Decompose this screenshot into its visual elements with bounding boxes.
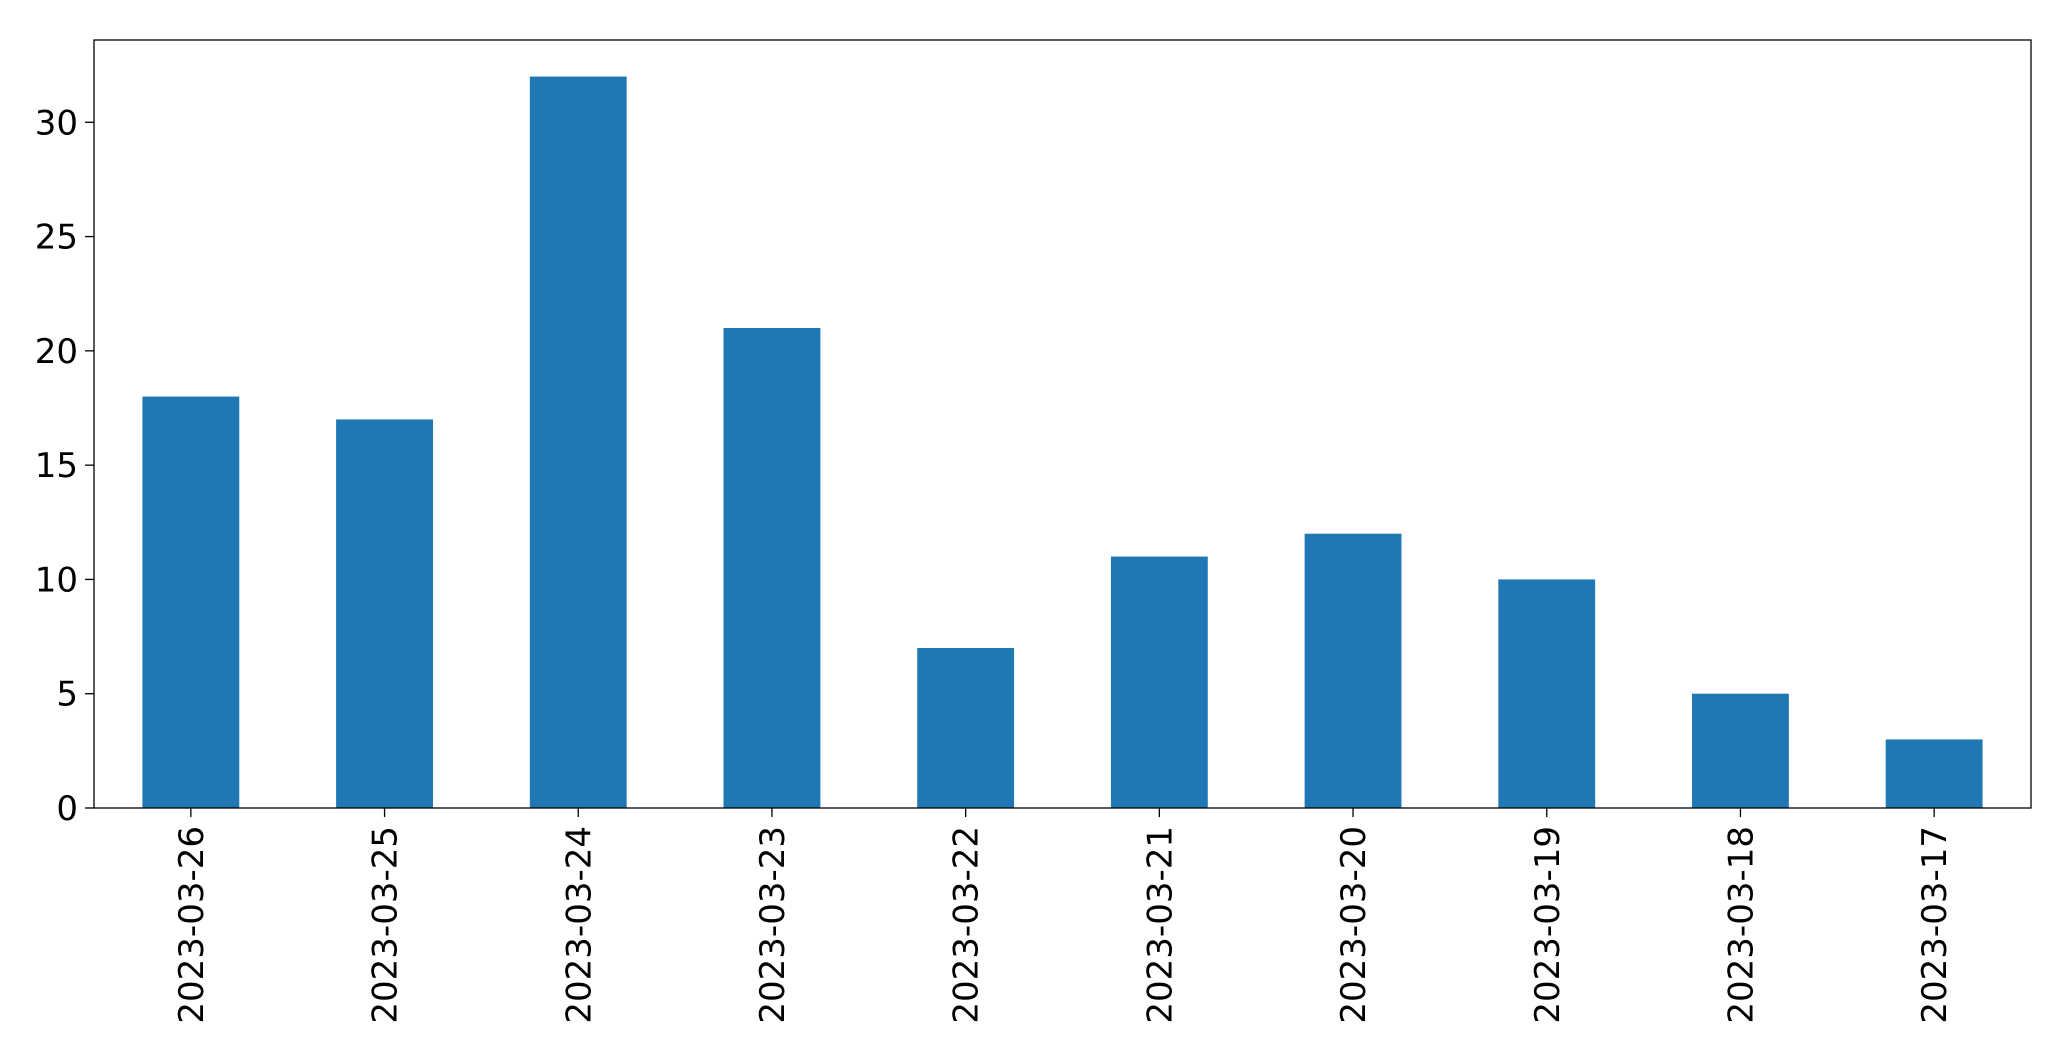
y-tick-label: 20 <box>35 332 78 372</box>
bar <box>1498 579 1596 808</box>
bar <box>142 396 240 808</box>
bar <box>1110 556 1208 808</box>
bar <box>1304 533 1402 808</box>
x-tick-label: 2023-03-24 <box>559 826 599 1024</box>
x-tick-label: 2023-03-25 <box>366 826 406 1024</box>
x-tick-label: 2023-03-19 <box>1528 826 1568 1024</box>
y-tick-label: 0 <box>56 789 78 829</box>
bar <box>529 76 627 809</box>
bar <box>336 419 433 808</box>
bar <box>1885 739 1983 808</box>
x-tick-label: 2023-03-18 <box>1721 826 1761 1024</box>
x-tick-label: 2023-03-26 <box>172 826 212 1024</box>
y-tick-label: 25 <box>35 218 78 258</box>
bar <box>917 648 1015 808</box>
y-tick-label: 5 <box>56 675 78 715</box>
x-tick-label: 2023-03-23 <box>753 826 793 1024</box>
y-tick-label: 30 <box>35 103 78 143</box>
bar <box>723 328 821 808</box>
plot-frame <box>93 39 2032 809</box>
y-tick-label: 15 <box>35 446 78 486</box>
x-tick-label: 2023-03-22 <box>947 826 987 1024</box>
x-tick-label: 2023-03-21 <box>1140 826 1180 1024</box>
bar <box>1692 693 1789 808</box>
x-tick-label: 2023-03-17 <box>1915 826 1955 1024</box>
x-tick-label: 2023-03-20 <box>1334 826 1374 1024</box>
y-tick-label: 10 <box>35 560 78 600</box>
